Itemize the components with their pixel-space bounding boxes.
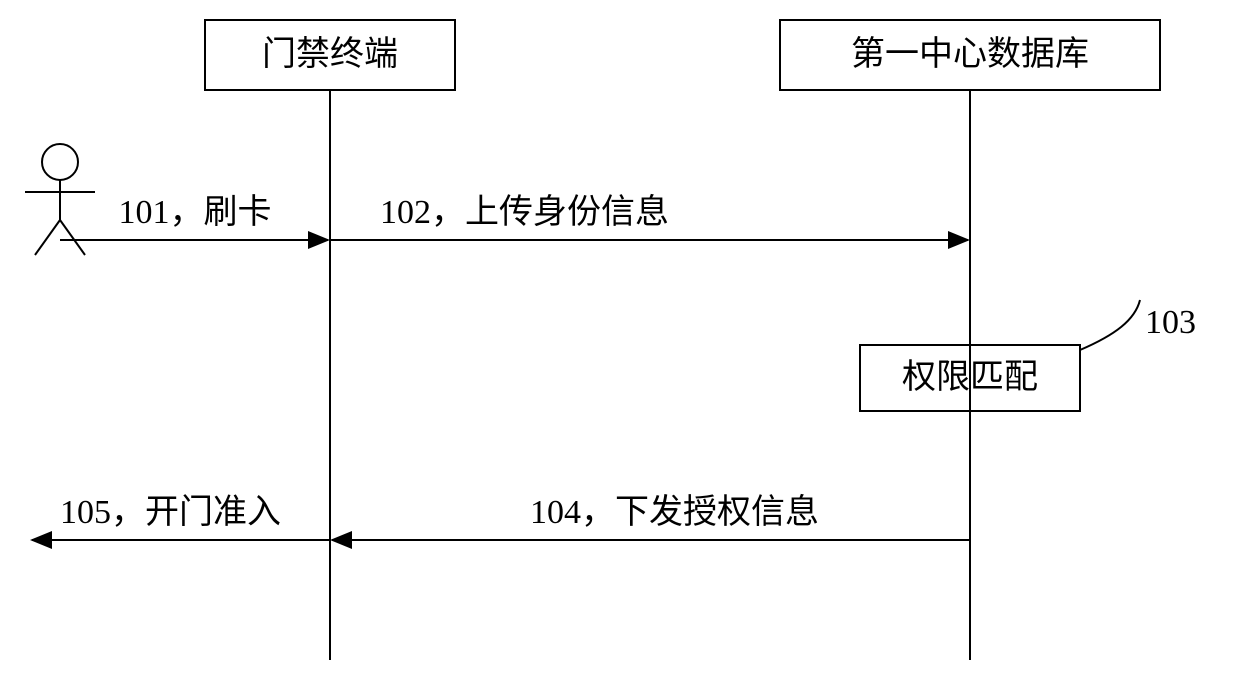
arrowhead [308,231,330,249]
callout-curve [1080,300,1140,350]
message-m104-label: 104，下发授权信息 [530,493,819,531]
arrowhead [30,531,52,549]
callout-label-103: 103 [1145,304,1196,341]
message-m102-label: 102，上传身份信息 [380,193,669,231]
self-box-permission-match: 权限匹配 103 [860,300,1196,411]
message-m101-label: 101，刷卡 [119,193,272,231]
message-m102: 102，上传身份信息 [330,193,970,249]
self-box-label: 权限匹配 [902,358,1038,396]
arrowhead [330,531,352,549]
participant-database-label: 第一中心数据库 [851,35,1089,73]
participant-terminal: 门禁终端 [205,20,455,660]
arrowhead [948,231,970,249]
actor-user [25,144,95,255]
message-m101: 101，刷卡 [60,193,330,249]
participant-terminal-label: 门禁终端 [262,35,398,73]
message-m104: 104，下发授权信息 [330,493,970,549]
message-m105: 105，开门准入 [30,493,330,549]
message-m105-label: 105，开门准入 [60,493,281,531]
